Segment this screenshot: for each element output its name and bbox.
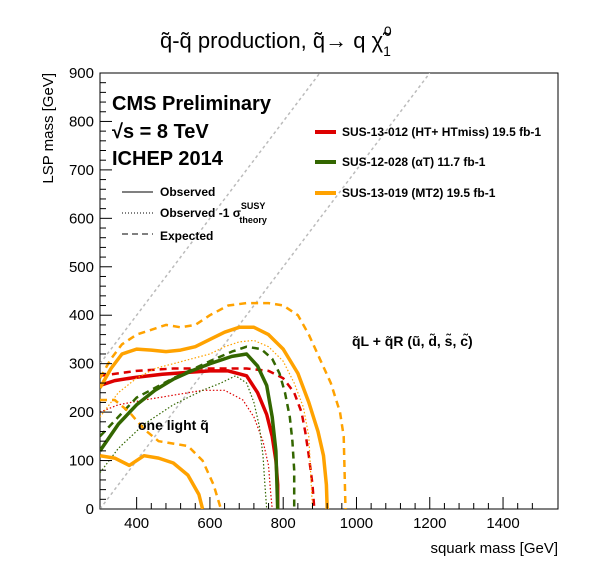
series-2-expected-contour	[100, 301, 347, 509]
series-1-expected-contour	[100, 345, 296, 509]
kinematic-diagonal-line	[100, 73, 431, 509]
x-tick-label: 600	[197, 515, 222, 532]
chart-title: q̃-q̃ production, q̃→ q χ̃10	[160, 23, 392, 59]
energy-label: √s = 8 TeV	[112, 121, 209, 143]
four-squark-region-label: q̃L + q̃R (ũ, d̃, s̃, c̃)	[352, 332, 473, 349]
legend-label-sus-13-012: SUS-13-012 (HT+ HTmiss) 19.5 fb-1	[342, 125, 541, 139]
y-tick-label: 800	[69, 113, 94, 130]
x-tick-label: 1200	[413, 515, 446, 532]
conference-label: ICHEP 2014	[112, 148, 224, 170]
y-axis-label: LSP mass [GeV]	[40, 73, 57, 184]
one-light-squark-label: one light q̃	[138, 417, 209, 433]
cms-label: CMS Preliminary	[112, 93, 272, 115]
observed-style-label: Observed	[160, 185, 215, 199]
legend-label-sus-12-028: SUS-12-028 (αT) 11.7 fb-1	[342, 155, 486, 169]
series-1-observed-contour	[100, 352, 280, 509]
series-2-one-light-observed-contour	[100, 453, 205, 509]
style-legend: Observed Observed -1 σSUSY theory Expecte…	[122, 185, 267, 243]
x-tick-label: 1400	[486, 515, 519, 532]
y-tick-label: 700	[69, 162, 94, 179]
y-tick-label: 900	[69, 65, 94, 82]
series-2-one-light-expected-contour	[100, 398, 223, 509]
y-tick-label: 500	[69, 259, 94, 276]
plot-frame	[99, 72, 559, 510]
y-tick-label: 0	[86, 501, 94, 518]
expected-style-label: Expected	[160, 229, 213, 243]
x-tick-label: 400	[124, 515, 149, 532]
y-tick-label: 100	[69, 453, 94, 470]
series-1-observed-minus-contour	[100, 375, 268, 509]
observed-minus-style-label: Observed -1 σSUSY theory	[160, 201, 267, 225]
legend-label-sus-13-019: SUS-13-019 (MT2) 19.5 fb-1	[342, 186, 496, 200]
x-tick-label: 1000	[340, 515, 373, 532]
series-2-observed-contour	[100, 325, 329, 509]
series-2-observed-minus-contour	[100, 339, 314, 509]
series-0-expected-contour	[100, 367, 316, 509]
y-tick-label: 400	[69, 307, 94, 324]
y-tick-label: 200	[69, 404, 94, 421]
y-tick-label: 600	[69, 210, 94, 227]
x-tick-label: 800	[271, 515, 296, 532]
series-0-observed-minus-contour	[100, 389, 273, 509]
y-tick-label: 300	[69, 356, 94, 373]
x-axis-label: squark mass [GeV]	[430, 540, 558, 557]
kinematic-diagonal-line	[100, 73, 321, 365]
series-legend: SUS-13-012 (HT+ HTmiss) 19.5 fb-1 SUS-12…	[315, 125, 541, 200]
